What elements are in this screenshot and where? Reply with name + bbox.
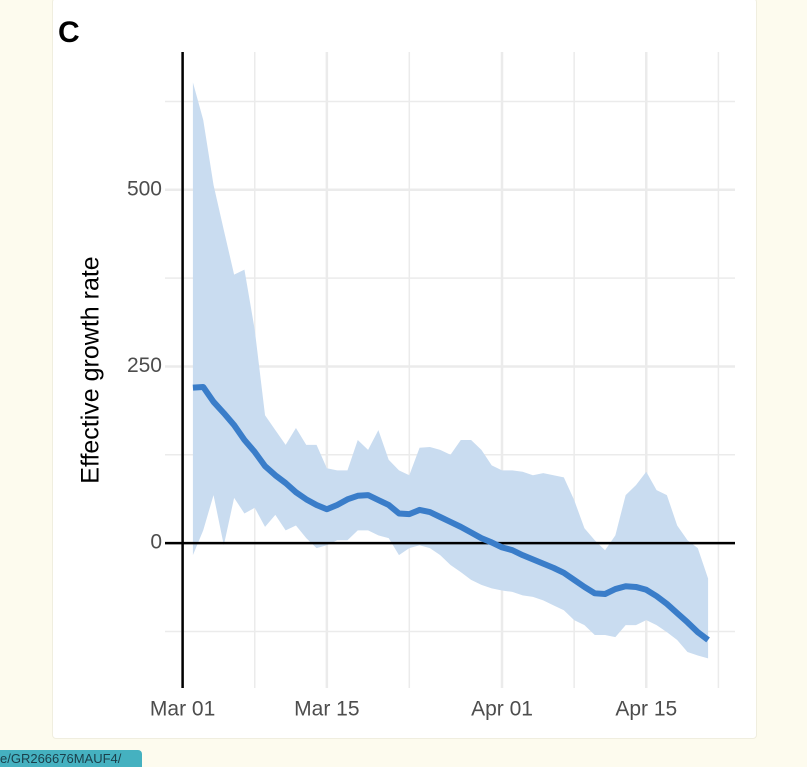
y-tick-label: 0 bbox=[150, 531, 162, 554]
status-url: e/GR266676MAUF4/ bbox=[0, 750, 142, 767]
x-tick-label: Apr 15 bbox=[615, 698, 677, 721]
line bbox=[192, 383, 710, 643]
y-axis-label: Effective growth rate bbox=[77, 256, 105, 483]
x-tick-label: Apr 01 bbox=[471, 698, 533, 721]
confidence-band bbox=[192, 82, 709, 659]
y-tick-label: 500 bbox=[127, 177, 162, 200]
x-tick-label: Mar 15 bbox=[294, 698, 359, 721]
x-tick-label: Mar 01 bbox=[150, 698, 215, 721]
y-tick-label: 250 bbox=[127, 354, 162, 377]
panel-label: C bbox=[58, 16, 80, 49]
